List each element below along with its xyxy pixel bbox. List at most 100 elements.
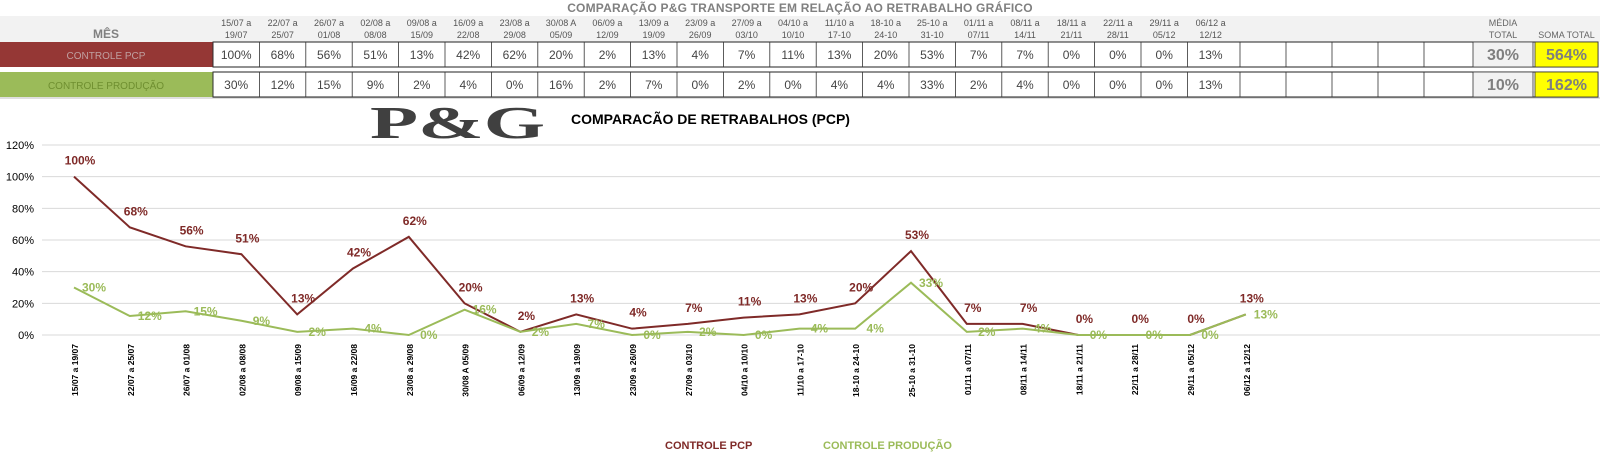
data-label-pcp: 4% [629, 306, 647, 320]
data-label-pcp: 2% [518, 309, 536, 323]
period-header-end: 12/12 [1199, 30, 1222, 40]
table-cell: 12% [271, 78, 295, 92]
sum-value: 564% [1546, 47, 1587, 64]
legend-item-pcp: CONTROLE PCP [665, 440, 753, 452]
x-tick-label: 06/09 a 12/09 [516, 344, 526, 396]
table-cell: 13% [1199, 48, 1223, 62]
row-label: CONTROLE PCP [67, 51, 146, 62]
table-cell: 20% [549, 48, 573, 62]
table-cell: 7% [738, 48, 756, 62]
x-tick-label: 30/08 A 05/09 [461, 344, 471, 397]
y-tick-label: 60% [12, 235, 34, 247]
data-label-pcp: 0% [1076, 312, 1094, 326]
avg-header-line2: TOTAL [1489, 30, 1517, 40]
data-table: MÊS 15/07 a 19/07 22/07 a 25/07 26/07 a 01/08 0… [0, 16, 1600, 99]
sum-value: 162% [1546, 77, 1587, 94]
period-header-start: 08/11 a [1010, 18, 1039, 28]
x-tick-label: 22/07 a 25/07 [126, 344, 136, 396]
data-label-producao: 0% [420, 328, 438, 342]
row-label: CONTROLE PRODUÇÃO [48, 79, 164, 92]
data-label-producao: 9% [253, 314, 271, 328]
table-cell: 13% [1199, 78, 1223, 92]
table-cell: 51% [363, 48, 387, 62]
data-label-pcp: 20% [849, 280, 873, 294]
period-header-start: 16/09 a [453, 18, 483, 28]
table-header-band [0, 16, 1600, 42]
period-header-start: 25-10 a [917, 18, 948, 28]
period-header-end: 26/09 [689, 30, 712, 40]
table-cell: 0% [784, 78, 802, 92]
table-cell: 7% [970, 48, 988, 62]
table-cell: 4% [692, 48, 710, 62]
data-label-producao: 4% [867, 322, 885, 336]
data-label-producao: 12% [138, 309, 162, 323]
table-cell: 15% [317, 78, 341, 92]
period-header-end: 01/08 [318, 30, 341, 40]
data-label-producao: 4% [364, 322, 382, 336]
x-tick-label: 18-10 a 24-10 [851, 344, 861, 397]
period-header-start: 18/11 a [1057, 18, 1086, 28]
x-tick-label: 04/10 a 10/10 [740, 344, 750, 396]
data-label-producao: 7% [588, 317, 606, 331]
x-tick-label: 09/08 a 15/09 [293, 344, 303, 396]
table-cell: 0% [1109, 78, 1127, 92]
series-line [73, 175, 1247, 336]
x-tick-label: 02/08 a 08/08 [237, 344, 247, 396]
table-cell: 0% [1109, 48, 1127, 62]
period-header-start: 18-10 a [871, 18, 902, 28]
x-tick-label: 26/07 a 01/08 [182, 344, 192, 396]
row-label-cell [0, 72, 213, 97]
period-header-end: 28/11 [1107, 30, 1129, 40]
table-cell: 33% [920, 78, 944, 92]
table-cell: 2% [599, 78, 617, 92]
table-cell: 9% [367, 78, 385, 92]
x-tick-label: 06/12 a 12/12 [1242, 344, 1252, 396]
avg-cell [1472, 71, 1534, 98]
pg-logo: P&G [370, 97, 550, 149]
data-label-producao: 4% [811, 322, 829, 336]
x-tick-label: 27/09 a 03/10 [684, 344, 694, 396]
table-cell: 13% [642, 48, 666, 62]
month-header: MÊS [93, 26, 119, 41]
period-header-end: 29/08 [503, 30, 526, 40]
x-tick-label: 15/07 a 19/07 [70, 344, 80, 396]
period-header-end: 31-10 [921, 30, 944, 40]
series-line [73, 281, 1247, 337]
table-cell: 4% [460, 78, 478, 92]
x-tick-label: 25-10 a 31-10 [907, 344, 917, 397]
period-header-start: 06/12 a [1196, 18, 1226, 28]
period-header-start: 01/11 a [964, 18, 993, 28]
x-tick-label: 11/10 a 17-10 [795, 344, 805, 396]
table-cell: 53% [920, 48, 944, 62]
avg-header-line1: MÉDIA [1489, 18, 1518, 28]
table-cell: 7% [1016, 48, 1034, 62]
table-cell: 30% [224, 78, 248, 92]
table-cell: 2% [738, 78, 756, 92]
period-header-end: 25/07 [271, 30, 294, 40]
data-label-producao: 0% [1201, 328, 1219, 342]
data-label-pcp: 11% [738, 295, 762, 309]
data-label-producao: 0% [1146, 328, 1164, 342]
data-label-pcp: 20% [459, 280, 483, 294]
data-label-producao: 0% [755, 328, 773, 342]
table-cell: 0% [1156, 48, 1174, 62]
data-label-producao: 15% [194, 304, 218, 318]
table-cell: 2% [599, 48, 617, 62]
period-header-start: 04/10 a [778, 18, 808, 28]
data-label-pcp: 0% [1187, 312, 1205, 326]
sum-cell [1534, 41, 1599, 68]
table-cell: 4% [831, 78, 849, 92]
svg-text:P&G: P&G [370, 104, 545, 144]
sum-header: SOMA TOTAL [1538, 30, 1595, 40]
y-tick-label: 100% [6, 172, 34, 184]
data-label-pcp: 56% [180, 223, 204, 237]
y-tick-label: 120% [6, 140, 34, 152]
data-label-producao: 2% [699, 325, 717, 339]
table-cell: 4% [877, 78, 895, 92]
table-cell: 0% [692, 78, 710, 92]
table-cell: 42% [456, 48, 480, 62]
period-header-end: 12/09 [596, 30, 619, 40]
table-cell: 68% [271, 48, 295, 62]
legend-item-producao: CONTROLE PRODUÇÃO [823, 440, 952, 452]
